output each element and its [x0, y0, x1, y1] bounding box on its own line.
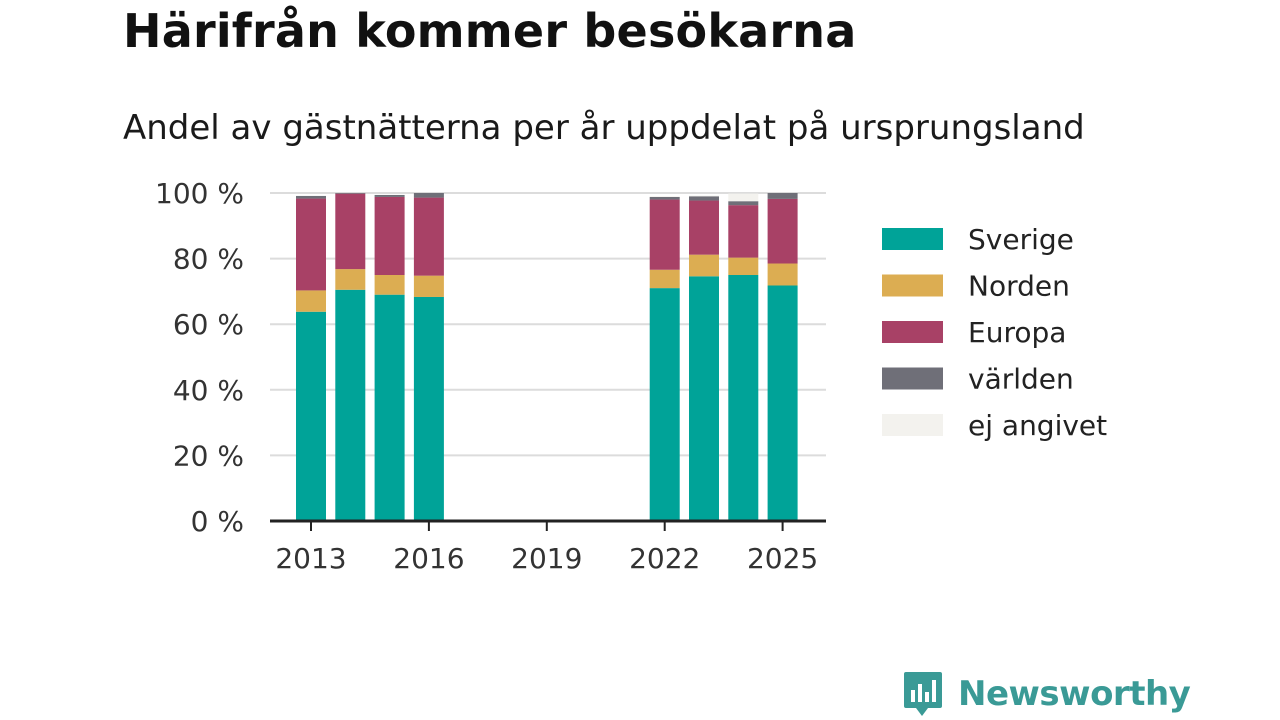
bar-segment [335, 269, 366, 290]
legend-label: världen [968, 363, 1074, 396]
axes: 0 % 20 % 40 % 60 % 80 % 100 % 2013 2016 2019 2022… [155, 177, 826, 575]
x-tick-label: 2016 [393, 542, 464, 575]
newsworthy-logo-icon [904, 672, 942, 716]
bar-segment [689, 196, 719, 201]
x-tick-label: 2013 [275, 542, 346, 575]
bar-segment [649, 269, 680, 289]
brand-name: Newsworthy [958, 674, 1191, 714]
bar-segment [767, 193, 798, 199]
bar-segment [413, 296, 444, 521]
bar-segment [296, 198, 326, 291]
bar-segment [413, 197, 444, 276]
bar-segment [728, 193, 759, 202]
bar-segment [374, 196, 405, 275]
bar-segment [296, 311, 326, 521]
bar-segment [728, 201, 759, 206]
bar-segment [689, 200, 719, 255]
bar-segment [296, 290, 326, 312]
bar-segment [296, 195, 326, 199]
bar-segment [767, 198, 798, 264]
legend-label: Norden [968, 270, 1070, 303]
legend-swatch [882, 228, 943, 250]
legend-swatch [882, 274, 943, 297]
bar-segment [689, 276, 719, 521]
brand-logo: Newsworthy [902, 670, 1191, 718]
x-tick-label: 2019 [511, 542, 582, 575]
bar-segment [649, 196, 680, 200]
bar-segment [335, 193, 366, 270]
legend-swatch [882, 321, 943, 343]
legend-label: ej angivet [968, 409, 1107, 442]
bar-segment [374, 275, 405, 295]
bar-segment [767, 285, 798, 521]
bar-segment [374, 194, 405, 197]
bar-segment [689, 195, 719, 197]
bar-segment [374, 294, 405, 521]
chart-title: Härifrån kommer besökarna [123, 4, 857, 58]
bar-segment [728, 275, 759, 521]
bar-segment [335, 193, 366, 194]
legend: Sverige Norden Europa världen ej angivet [882, 223, 1107, 442]
y-tick-label: 40 % [173, 374, 244, 407]
y-tick-label: 100 % [155, 177, 244, 210]
legend-label: Sverige [968, 223, 1074, 256]
bar-segment [649, 196, 680, 197]
bar-segment [413, 193, 444, 198]
y-tick-label: 80 % [173, 243, 244, 276]
legend-label: Europa [968, 316, 1066, 349]
legend-swatch [882, 414, 943, 436]
y-tick-label: 20 % [173, 439, 244, 472]
bar-segment [649, 199, 680, 270]
y-tick-label: 0 % [191, 505, 244, 538]
bar-segment [767, 263, 798, 286]
chart-subtitle: Andel av gästnätterna per år uppdelat på… [123, 108, 1085, 148]
bar-segment [689, 254, 719, 277]
bar-segment [728, 205, 759, 258]
x-tick-label: 2022 [629, 542, 700, 575]
bar-segment [413, 275, 444, 297]
bar-segment [649, 288, 680, 521]
bar-segment [335, 289, 366, 521]
y-tick-label: 60 % [173, 308, 244, 341]
legend-swatch [882, 367, 943, 390]
x-tick-label: 2025 [747, 542, 818, 575]
bars [296, 193, 798, 521]
bar-segment [728, 257, 759, 275]
